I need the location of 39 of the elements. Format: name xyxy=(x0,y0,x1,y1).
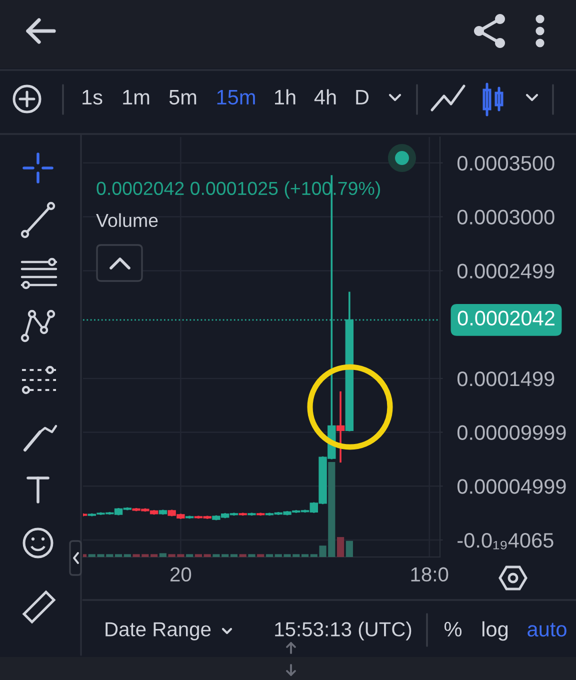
y-tick-label: 0.0001499 xyxy=(457,371,554,386)
text: % xyxy=(444,622,462,637)
text: 1h xyxy=(275,89,296,104)
y-tick-label: 0.00004999 xyxy=(457,479,566,494)
candlestick xyxy=(336,391,345,463)
bar xyxy=(346,540,353,557)
bar xyxy=(114,554,122,557)
text: 5m xyxy=(169,90,196,105)
bar xyxy=(159,553,166,557)
text: log xyxy=(482,621,508,641)
y-tick-label: 0.0003500 xyxy=(457,156,554,171)
y-tick-label: 0.0003000 xyxy=(457,210,554,224)
text: auto xyxy=(528,622,566,637)
x-tick-label: 20 xyxy=(170,567,192,582)
bar xyxy=(186,554,194,557)
ref-line-label: 0.0002042 xyxy=(458,310,554,326)
bar xyxy=(257,554,264,557)
y-tick-label: -0.0₁₉4065 xyxy=(458,532,554,550)
bar xyxy=(194,554,202,557)
bar xyxy=(230,554,238,557)
text: 15:53:13 (UTC) xyxy=(275,622,412,640)
bar xyxy=(204,554,211,557)
text: 1s xyxy=(82,90,102,105)
bar xyxy=(336,537,344,557)
x-tick-label: 18:0 xyxy=(411,567,448,582)
bar xyxy=(239,554,246,557)
bar xyxy=(248,554,256,557)
text: 15m xyxy=(217,90,255,105)
y-tick-label: 0.0002499 xyxy=(457,264,554,278)
bar xyxy=(150,554,158,557)
chart-title: Volume xyxy=(96,213,158,228)
bar xyxy=(301,554,309,557)
text: Date Range xyxy=(106,622,211,640)
text: 4h xyxy=(314,89,336,104)
text: 1m xyxy=(123,90,150,104)
text: D xyxy=(356,90,369,104)
y-tick-label: 0.00009999 xyxy=(457,425,566,440)
bar xyxy=(266,554,274,557)
bar xyxy=(124,554,131,557)
